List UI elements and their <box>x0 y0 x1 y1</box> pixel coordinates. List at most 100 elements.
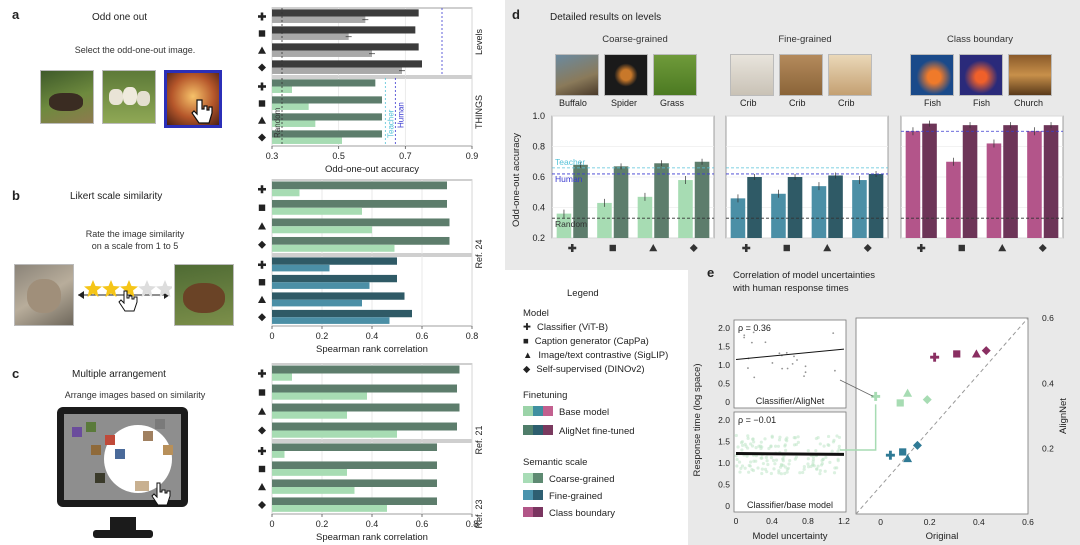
scatter-point <box>752 469 755 472</box>
bar-alignet <box>869 174 884 238</box>
bar-base <box>272 245 395 252</box>
small-plot-caption: Classifier/AligNet <box>756 396 825 406</box>
scatter-point <box>741 440 744 443</box>
bar-base <box>272 189 300 196</box>
scatter-point <box>819 469 822 472</box>
scatter-point <box>803 468 806 471</box>
star-icon <box>84 280 102 297</box>
teacher-label: Teacher <box>555 157 585 167</box>
bar-alignet <box>272 385 457 393</box>
y-tick-label: 0.5 <box>718 480 730 490</box>
scatter-point <box>751 444 754 447</box>
bar-alignet <box>272 461 437 469</box>
group-title-fine: Fine-grained <box>730 34 880 45</box>
square-marker <box>259 100 265 106</box>
x-tick-label: 0 <box>878 517 883 527</box>
scatter-point <box>805 371 807 373</box>
plot-frame <box>734 320 846 408</box>
bar-base <box>1027 131 1042 238</box>
human-label: Human <box>555 174 583 184</box>
bar-alignet <box>272 96 382 103</box>
legend-model-caption: ■ Caption generator (CapPa) <box>523 336 649 347</box>
square-marker <box>784 245 790 251</box>
point-coarse-1 <box>897 399 904 406</box>
panel-b-subtitle-2: on a scale from 1 to 5 <box>35 241 235 251</box>
scatter-point <box>746 434 749 437</box>
bar-base <box>272 469 347 476</box>
scatter-point <box>787 368 789 370</box>
legend-model-heading: Model <box>523 308 549 319</box>
bar-base <box>272 374 292 381</box>
triangle-marker <box>258 222 266 229</box>
point-fine-1 <box>899 448 906 455</box>
hbar-panel-c_ref23: Ref. 230 0.2 0.4 0.6 0.8Spearman rank correl… <box>258 442 484 543</box>
panel-b-title: Likert scale similarity <box>70 191 162 202</box>
scatter-point <box>747 367 749 369</box>
rho-annotation: ρ = 0.36 <box>738 323 771 333</box>
bar-alignet <box>272 43 419 50</box>
bar-alignet <box>272 181 447 189</box>
scatter-point <box>818 472 821 475</box>
x-axis-label: Model uncertainty <box>753 531 828 542</box>
panel-a-title: Odd one out <box>92 12 147 23</box>
y-tick-label: 0.4 <box>532 203 545 213</box>
scatter-point <box>803 375 805 377</box>
small-scatter-0: 00.51.01.52.0 ρ = 0.36Classifier/AligNet <box>718 320 846 408</box>
group-title-boundary: Class boundary <box>905 34 1055 45</box>
label-spider: Spider <box>611 98 637 108</box>
bar-alignet <box>272 479 437 487</box>
scatter-point <box>760 472 763 475</box>
bar-alignet <box>272 257 397 264</box>
sheep-image[interactable] <box>102 70 156 124</box>
panel-d-letter: d <box>512 7 520 22</box>
square-marker <box>259 279 265 285</box>
legend-scale-heading: Semantic scale <box>523 457 587 468</box>
cake-image-selected[interactable] <box>164 70 222 128</box>
panel-a-letter: a <box>12 7 19 22</box>
square-icon: ■ <box>523 336 529 347</box>
x-tick-label: 0 <box>734 516 739 526</box>
x-tick-label: 0.8 <box>802 516 814 526</box>
bar-base <box>272 68 402 74</box>
levels-subplot-1 <box>726 116 888 252</box>
scatter-point <box>749 460 752 463</box>
bar-base <box>906 131 921 238</box>
y-tick-label: 0.2 <box>1042 444 1054 454</box>
horizontal-bar-charts: LevelsRandom Teacher Human THINGS0.3 0.5 0.7 0… <box>250 0 510 545</box>
scatter-point <box>831 450 834 453</box>
x-tick-label: 0.4 <box>366 519 379 529</box>
x-tick-label: 0.8 <box>466 519 479 529</box>
label-crib-1: Crib <box>740 98 757 108</box>
buffalo-image <box>555 54 599 96</box>
scatter-point <box>824 456 827 459</box>
bar-base <box>272 34 349 40</box>
triangle-marker <box>649 244 657 251</box>
bar-alignet <box>788 177 803 238</box>
fit-line <box>736 454 844 455</box>
hbar-panel-c_ref21: Ref. 21 <box>258 364 484 455</box>
y-tick-label: 1.0 <box>532 111 545 121</box>
bar-base <box>272 317 390 324</box>
square-marker <box>259 466 265 472</box>
scatter-point <box>793 443 796 446</box>
x-tick-label: 0.4 <box>973 517 985 527</box>
x-axis-label: Original <box>926 531 959 542</box>
panel-c-subtitle: Arrange images based on similarity <box>25 390 245 400</box>
panel-b-subtitle-1: Rate the image similarity <box>35 229 235 239</box>
diamond-marker <box>258 501 266 509</box>
diamond-icon: ◆ <box>523 364 530 375</box>
scatter-point <box>761 468 764 471</box>
x-tick-label: 0 <box>269 331 274 341</box>
scatter-point <box>748 464 751 467</box>
scatter-point <box>766 463 769 466</box>
cat-image <box>14 264 74 326</box>
tapir-image[interactable] <box>40 70 94 124</box>
scatter-point <box>752 440 755 443</box>
triangle-marker <box>258 117 266 124</box>
monitor-arrangement-illustration[interactable] <box>55 405 190 540</box>
plus-icon: ✚ <box>523 322 531 333</box>
likert-stars-rating[interactable] <box>76 275 172 315</box>
bar-alignet <box>272 26 415 33</box>
diamond-marker <box>258 427 266 435</box>
scatter-point <box>756 466 759 469</box>
